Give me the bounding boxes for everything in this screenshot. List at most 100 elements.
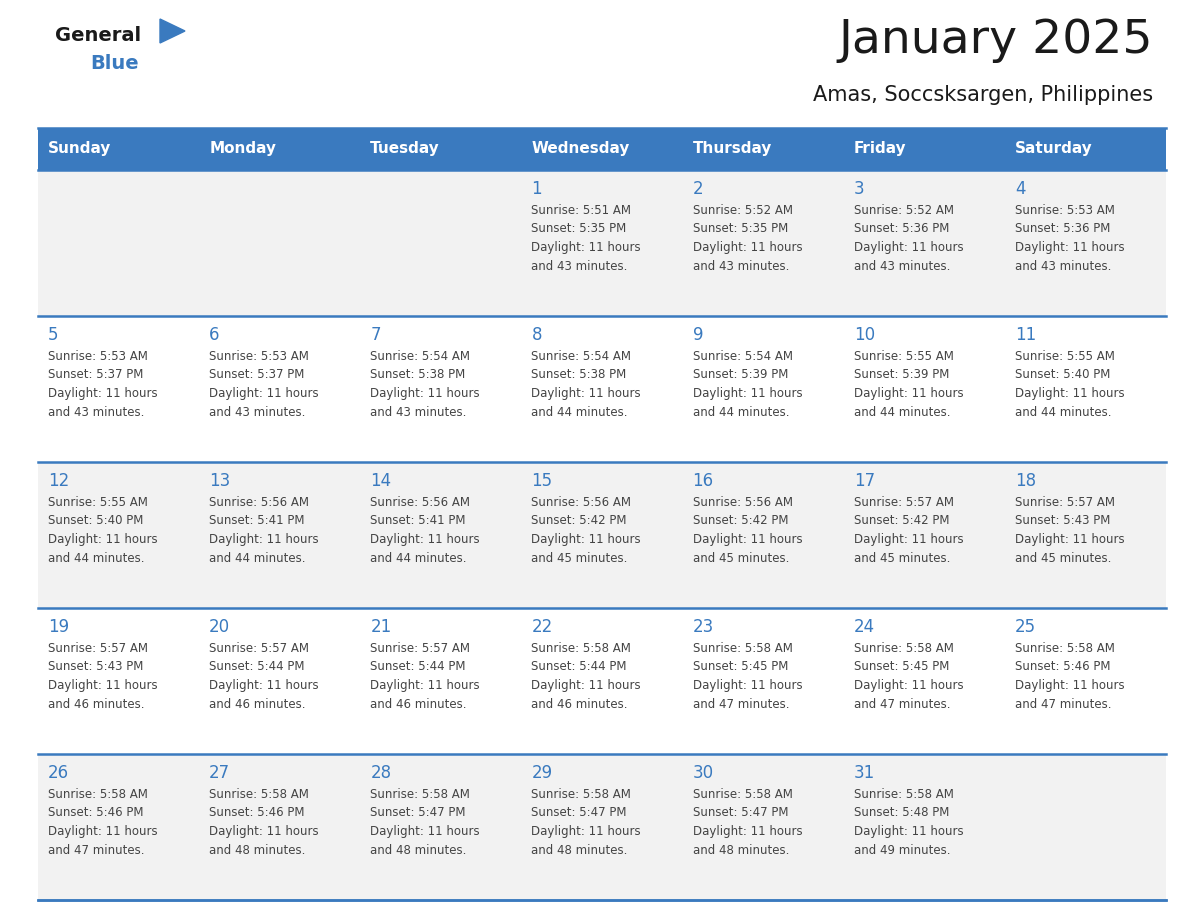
Bar [522, 462, 683, 608]
Bar [360, 128, 522, 170]
Bar [522, 608, 683, 754]
Bar [1005, 608, 1165, 754]
Text: Sunrise: 5:55 AM: Sunrise: 5:55 AM [854, 350, 954, 363]
Text: Daylight: 11 hours: Daylight: 11 hours [854, 241, 963, 254]
Text: Daylight: 11 hours: Daylight: 11 hours [854, 387, 963, 400]
Text: Thursday: Thursday [693, 141, 772, 156]
Bar [843, 128, 1005, 170]
Text: Sunrise: 5:58 AM: Sunrise: 5:58 AM [209, 788, 309, 801]
Text: and 44 minutes.: and 44 minutes. [209, 552, 305, 565]
Text: Sunrise: 5:58 AM: Sunrise: 5:58 AM [1015, 642, 1114, 655]
Text: and 49 minutes.: and 49 minutes. [854, 844, 950, 856]
Text: and 48 minutes.: and 48 minutes. [209, 844, 305, 856]
Text: Sunrise: 5:58 AM: Sunrise: 5:58 AM [854, 788, 954, 801]
Text: Sunrise: 5:56 AM: Sunrise: 5:56 AM [209, 496, 309, 509]
Text: Daylight: 11 hours: Daylight: 11 hours [531, 241, 642, 254]
Text: Sunrise: 5:58 AM: Sunrise: 5:58 AM [693, 788, 792, 801]
Text: Sunrise: 5:53 AM: Sunrise: 5:53 AM [209, 350, 309, 363]
Text: Sunset: 5:35 PM: Sunset: 5:35 PM [693, 222, 788, 236]
Text: Daylight: 11 hours: Daylight: 11 hours [693, 679, 802, 692]
Bar [522, 128, 683, 170]
Bar [200, 754, 360, 900]
Text: Sunset: 5:37 PM: Sunset: 5:37 PM [48, 368, 144, 382]
Bar [38, 608, 200, 754]
Text: Sunrise: 5:56 AM: Sunrise: 5:56 AM [371, 496, 470, 509]
Bar [360, 608, 522, 754]
Text: Daylight: 11 hours: Daylight: 11 hours [209, 679, 318, 692]
Text: Blue: Blue [90, 54, 139, 73]
Text: and 46 minutes.: and 46 minutes. [371, 698, 467, 711]
Text: Sunrise: 5:58 AM: Sunrise: 5:58 AM [531, 788, 631, 801]
Text: Sunset: 5:41 PM: Sunset: 5:41 PM [209, 514, 304, 528]
Text: Sunrise: 5:58 AM: Sunrise: 5:58 AM [371, 788, 470, 801]
Text: Daylight: 11 hours: Daylight: 11 hours [209, 533, 318, 546]
Text: Sunset: 5:45 PM: Sunset: 5:45 PM [854, 660, 949, 674]
Text: 17: 17 [854, 472, 874, 490]
Text: 23: 23 [693, 618, 714, 636]
Text: Sunset: 5:42 PM: Sunset: 5:42 PM [531, 514, 627, 528]
Text: Sunset: 5:46 PM: Sunset: 5:46 PM [209, 807, 304, 820]
Text: and 45 minutes.: and 45 minutes. [854, 552, 950, 565]
Text: Sunset: 5:44 PM: Sunset: 5:44 PM [531, 660, 627, 674]
Text: and 44 minutes.: and 44 minutes. [531, 406, 628, 419]
Text: Friday: Friday [854, 141, 906, 156]
Text: Sunset: 5:38 PM: Sunset: 5:38 PM [531, 368, 627, 382]
Text: Sunrise: 5:56 AM: Sunrise: 5:56 AM [693, 496, 792, 509]
Text: Sunrise: 5:58 AM: Sunrise: 5:58 AM [48, 788, 147, 801]
Text: Sunset: 5:41 PM: Sunset: 5:41 PM [371, 514, 466, 528]
Bar [1005, 170, 1165, 316]
Text: Sunrise: 5:57 AM: Sunrise: 5:57 AM [371, 642, 470, 655]
Text: 14: 14 [371, 472, 391, 490]
Text: Sunset: 5:44 PM: Sunset: 5:44 PM [371, 660, 466, 674]
Text: Daylight: 11 hours: Daylight: 11 hours [693, 533, 802, 546]
Bar [360, 754, 522, 900]
Text: 12: 12 [48, 472, 69, 490]
Text: Sunset: 5:47 PM: Sunset: 5:47 PM [371, 807, 466, 820]
Text: 9: 9 [693, 326, 703, 344]
Text: 29: 29 [531, 764, 552, 782]
Bar [200, 462, 360, 608]
Bar [38, 170, 200, 316]
Bar [522, 754, 683, 900]
Text: and 44 minutes.: and 44 minutes. [48, 552, 145, 565]
Bar [683, 608, 843, 754]
Text: Sunset: 5:48 PM: Sunset: 5:48 PM [854, 807, 949, 820]
Text: Daylight: 11 hours: Daylight: 11 hours [1015, 241, 1125, 254]
Text: 10: 10 [854, 326, 874, 344]
Text: 30: 30 [693, 764, 714, 782]
Text: Daylight: 11 hours: Daylight: 11 hours [1015, 679, 1125, 692]
Text: Daylight: 11 hours: Daylight: 11 hours [48, 533, 158, 546]
Text: Daylight: 11 hours: Daylight: 11 hours [1015, 387, 1125, 400]
Text: Sunrise: 5:58 AM: Sunrise: 5:58 AM [531, 642, 631, 655]
Text: 31: 31 [854, 764, 876, 782]
Text: 5: 5 [48, 326, 58, 344]
Text: Daylight: 11 hours: Daylight: 11 hours [209, 825, 318, 838]
Text: Sunrise: 5:55 AM: Sunrise: 5:55 AM [48, 496, 147, 509]
Bar [360, 462, 522, 608]
Text: and 47 minutes.: and 47 minutes. [693, 698, 789, 711]
Text: Sunrise: 5:53 AM: Sunrise: 5:53 AM [1015, 204, 1114, 217]
Text: 2: 2 [693, 180, 703, 198]
Text: January 2025: January 2025 [839, 18, 1154, 63]
Text: Sunset: 5:36 PM: Sunset: 5:36 PM [854, 222, 949, 236]
Text: Daylight: 11 hours: Daylight: 11 hours [209, 387, 318, 400]
Text: Sunset: 5:43 PM: Sunset: 5:43 PM [1015, 514, 1111, 528]
Text: Sunrise: 5:57 AM: Sunrise: 5:57 AM [854, 496, 954, 509]
Bar [200, 608, 360, 754]
Text: Sunday: Sunday [48, 141, 112, 156]
Text: Daylight: 11 hours: Daylight: 11 hours [48, 679, 158, 692]
Text: Sunset: 5:37 PM: Sunset: 5:37 PM [209, 368, 304, 382]
Text: and 47 minutes.: and 47 minutes. [1015, 698, 1111, 711]
Bar [843, 170, 1005, 316]
Text: 3: 3 [854, 180, 865, 198]
Bar [360, 170, 522, 316]
Bar [38, 462, 200, 608]
Text: and 43 minutes.: and 43 minutes. [48, 406, 145, 419]
Text: Sunrise: 5:57 AM: Sunrise: 5:57 AM [209, 642, 309, 655]
Bar [843, 316, 1005, 462]
Bar [683, 128, 843, 170]
Text: Sunrise: 5:53 AM: Sunrise: 5:53 AM [48, 350, 147, 363]
Text: Sunrise: 5:54 AM: Sunrise: 5:54 AM [371, 350, 470, 363]
Text: Sunset: 5:36 PM: Sunset: 5:36 PM [1015, 222, 1111, 236]
Bar [683, 170, 843, 316]
